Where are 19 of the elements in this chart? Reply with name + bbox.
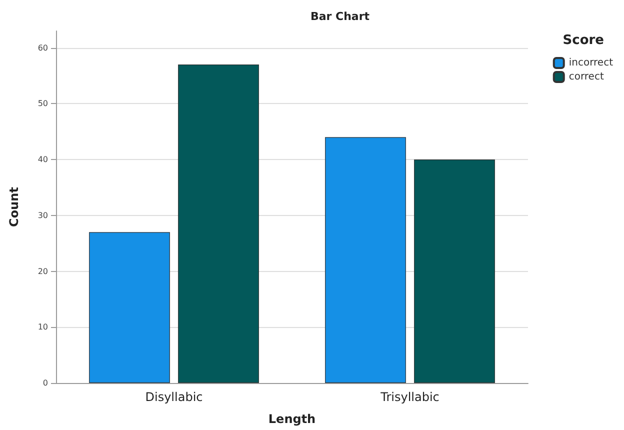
y-tick-label: 0 xyxy=(42,378,48,388)
bar xyxy=(178,64,259,383)
chart-title: Bar Chart xyxy=(310,10,370,23)
x-axis-title: Length xyxy=(268,412,316,426)
y-tick-label: 30 xyxy=(38,210,48,220)
bar xyxy=(89,232,170,383)
bar xyxy=(414,160,495,383)
y-axis-title: Count xyxy=(7,186,21,227)
y-tick-label: 40 xyxy=(38,155,48,164)
y-tick-label: 10 xyxy=(38,322,48,332)
legend-label: incorrect xyxy=(568,58,614,68)
legend-title: Score xyxy=(562,33,604,48)
y-tick-label: 20 xyxy=(38,266,48,276)
x-tick-label: Trisyllabic xyxy=(380,390,440,404)
bar xyxy=(325,137,406,383)
x-tick-label: Disyllabic xyxy=(145,390,203,404)
y-tick-label: 50 xyxy=(38,99,48,108)
y-tick-label: 60 xyxy=(38,43,48,52)
legend-label: correct xyxy=(568,72,604,82)
